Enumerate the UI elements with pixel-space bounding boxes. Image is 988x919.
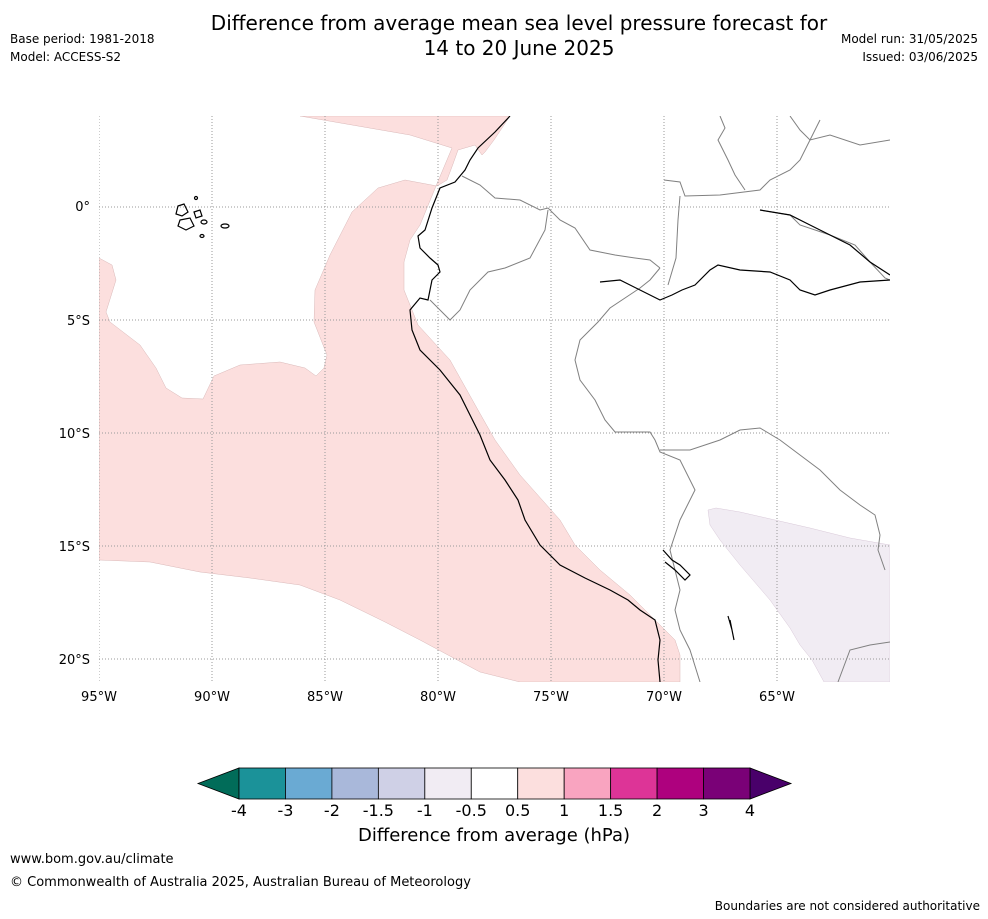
colorbar-tick-label: 1.5 <box>598 801 623 820</box>
lon-label: 70°W <box>646 690 682 705</box>
colorbar-segment <box>470 767 519 800</box>
colorbar-tick-label: -3 <box>277 801 293 820</box>
longitude-labels: 95°W 90°W 85°W 80°W 75°W 70°W 65°W <box>81 690 795 705</box>
colorbar-under-arrow <box>196 767 240 800</box>
colorbar-segment <box>238 767 286 800</box>
model-name: Model: ACCESS-S2 <box>10 50 122 64</box>
model-run: Model run: 31/05/2025 <box>840 32 978 46</box>
colorbar-segment <box>285 767 333 800</box>
map-area <box>99 116 890 682</box>
lat-label: 0° <box>75 200 90 215</box>
colorbar-tick-label: -4 <box>231 801 247 820</box>
latitude-labels: 0° 5°S 10°S 15°S 20°S <box>59 200 90 668</box>
issued-date: Issued: 03/06/2025 <box>862 50 978 64</box>
colorbar-segment <box>424 767 472 800</box>
country-borders <box>429 116 890 682</box>
page-title: Difference from average mean sea level p… <box>0 11 988 61</box>
colorbar-tick-label: -1 <box>417 801 433 820</box>
lat-label: 15°S <box>59 540 90 555</box>
title-line-1: Difference from average mean sea level p… <box>210 11 828 35</box>
colorbar-tick-label: -0.5 <box>456 801 487 820</box>
gridlines <box>99 116 890 682</box>
colorbar-tick-label: -1.5 <box>363 801 394 820</box>
colorbar-segment <box>517 767 565 800</box>
meta-left: Base period: 1981-2018 Model: ACCESS-S2 <box>10 30 155 66</box>
colorbar-tick-label: 1 <box>559 801 569 820</box>
colorbar-segment <box>703 767 751 800</box>
colorbar-tick-label: 0.5 <box>505 801 530 820</box>
colorbar-tick-label: 2 <box>652 801 662 820</box>
base-period: Base period: 1981-2018 <box>10 32 155 46</box>
colorbar-segment <box>656 767 704 800</box>
colorbar-segment <box>610 767 658 800</box>
meta-right: Model run: 31/05/2025 Issued: 03/06/2025 <box>841 30 978 66</box>
colorbar-label: Difference from average (hPa) <box>357 825 631 846</box>
colorbar-segment <box>331 767 379 800</box>
negative-anomaly-region <box>707 507 890 682</box>
lon-label: 75°W <box>533 690 569 705</box>
lon-label: 80°W <box>420 690 456 705</box>
footer-copyright: © Commonwealth of Australia 2025, Austra… <box>10 875 471 890</box>
lon-label: 90°W <box>194 690 230 705</box>
colorbar-segment <box>563 767 612 800</box>
footer-url: www.bom.gov.au/climate <box>10 852 174 867</box>
colorbar: -4 -3 -2 -1.5 -1 -0.5 0.5 1 1.5 2 3 4 <box>196 767 793 820</box>
coastlines <box>409 116 890 682</box>
lat-label: 20°S <box>59 653 90 668</box>
colorbar-tick-label: 3 <box>698 801 708 820</box>
colorbar-tick-label: 4 <box>745 801 755 820</box>
positive-anomaly-region <box>99 116 681 682</box>
galapagos-islands <box>175 195 230 239</box>
lon-label: 65°W <box>759 690 795 705</box>
lon-label: 85°W <box>307 690 343 705</box>
colorbar-over-arrow <box>749 767 793 800</box>
colorbar-tick-label: -2 <box>324 801 340 820</box>
lat-label: 5°S <box>67 314 90 329</box>
lon-label: 95°W <box>81 690 117 705</box>
footer-note: Boundaries are not considered authoritat… <box>714 899 980 913</box>
colorbar-segment <box>377 767 426 800</box>
lat-label: 10°S <box>59 427 90 442</box>
title-line-2: 14 to 20 June 2025 <box>423 36 615 60</box>
